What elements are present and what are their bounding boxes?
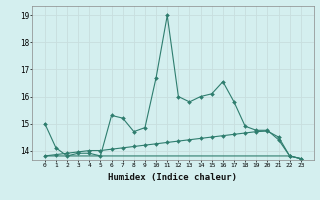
X-axis label: Humidex (Indice chaleur): Humidex (Indice chaleur) — [108, 173, 237, 182]
